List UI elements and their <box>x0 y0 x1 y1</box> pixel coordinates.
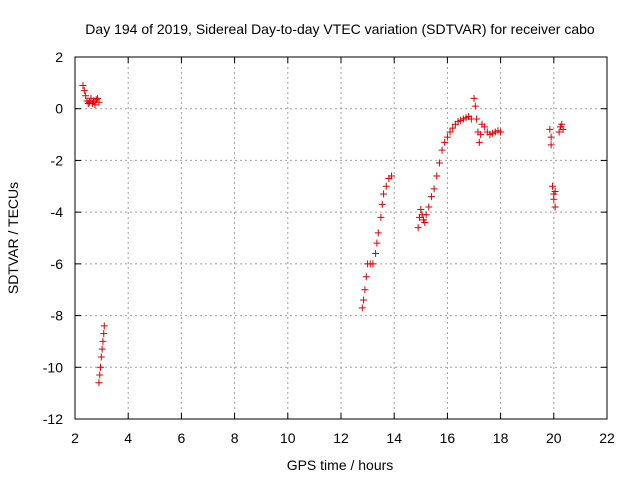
data-point <box>80 87 88 95</box>
data-point <box>372 250 380 258</box>
y-tick-label: -2 <box>51 152 64 168</box>
grid <box>75 57 607 419</box>
x-tick-label: 2 <box>71 430 79 446</box>
data-point <box>380 190 388 198</box>
data-point <box>97 353 105 361</box>
data-point <box>433 172 441 180</box>
x-tick-label: 12 <box>333 430 349 446</box>
data-point <box>374 229 382 237</box>
data-point <box>79 81 87 89</box>
data-point <box>100 330 108 338</box>
data-point <box>99 337 107 345</box>
x-tick-label: 10 <box>280 430 296 446</box>
data-point <box>438 146 446 154</box>
x-axis-label: GPS time / hours <box>287 457 394 473</box>
y-tick-label: 0 <box>55 101 63 117</box>
x-tick-label: 14 <box>386 430 402 446</box>
data-point <box>96 371 104 379</box>
data-point <box>443 133 451 141</box>
x-tick-label: 4 <box>124 430 132 446</box>
y-tick-label: 2 <box>55 49 63 65</box>
data-point <box>470 94 478 102</box>
data-point <box>97 363 105 371</box>
data-point <box>555 128 563 136</box>
data-point <box>547 141 555 149</box>
data-point <box>471 102 479 110</box>
y-tick-labels: 2 0 -2 -4 -6 -8 -10 -12 <box>43 49 63 427</box>
series-segment-6 <box>546 125 559 211</box>
data-point <box>425 203 433 211</box>
y-tick-label: -4 <box>51 204 64 220</box>
data-point <box>441 138 449 146</box>
data-point <box>546 125 554 133</box>
data-point <box>95 98 103 106</box>
data-point <box>358 304 366 312</box>
data-point <box>361 286 369 294</box>
series-segment-3 <box>358 172 396 312</box>
data-point <box>550 195 558 203</box>
data-point <box>559 125 567 133</box>
data-point <box>360 296 368 304</box>
data-point <box>362 273 370 281</box>
series-segment-2 <box>95 322 108 387</box>
data-point <box>430 185 438 193</box>
data-point <box>422 211 430 219</box>
series-segment-7 <box>555 120 567 136</box>
data-point <box>98 345 106 353</box>
chart-title: Day 194 of 2019, Sidereal Day-to-day VTE… <box>85 21 595 37</box>
data-point <box>417 206 425 214</box>
data-point <box>427 193 435 201</box>
series-segment-1 <box>79 81 103 109</box>
series-segment-5 <box>470 94 505 146</box>
x-tick-label: 6 <box>178 430 186 446</box>
data-point <box>449 124 457 132</box>
data-point <box>382 182 390 190</box>
data-point <box>100 322 108 330</box>
data-point <box>95 379 103 387</box>
data-point <box>551 187 559 195</box>
data-points <box>79 81 567 387</box>
data-point <box>369 260 377 268</box>
data-point <box>94 94 102 102</box>
data-point <box>497 128 505 136</box>
data-point <box>377 213 385 221</box>
data-point <box>477 131 485 139</box>
data-point <box>414 224 422 232</box>
x-tick-label: 20 <box>546 430 562 446</box>
data-point <box>547 133 555 141</box>
data-point <box>435 159 443 167</box>
data-point <box>558 120 566 128</box>
data-point <box>473 115 481 123</box>
x-tick-label: 22 <box>599 430 615 446</box>
data-point <box>91 101 99 109</box>
data-point <box>388 172 396 180</box>
x-tick-labels: 2 4 6 8 10 12 14 16 18 20 22 <box>71 430 615 446</box>
data-point <box>475 138 483 146</box>
x-tick-label: 8 <box>231 430 239 446</box>
axis-ticks <box>74 56 608 420</box>
y-axis-label: SDTVAR / TECUs <box>5 182 21 294</box>
data-point <box>548 182 556 190</box>
data-point <box>421 218 429 226</box>
data-point <box>82 92 90 100</box>
x-tick-label: 18 <box>493 430 509 446</box>
y-tick-label: -8 <box>51 308 64 324</box>
data-point <box>446 128 454 136</box>
data-point <box>373 239 381 247</box>
y-tick-label: -10 <box>43 359 63 375</box>
y-tick-label: -12 <box>43 411 63 427</box>
data-point <box>551 203 559 211</box>
y-tick-label: -6 <box>51 256 64 272</box>
series-segment-4 <box>414 112 475 232</box>
x-tick-label: 16 <box>440 430 456 446</box>
data-point <box>378 200 386 208</box>
data-point <box>481 123 489 131</box>
